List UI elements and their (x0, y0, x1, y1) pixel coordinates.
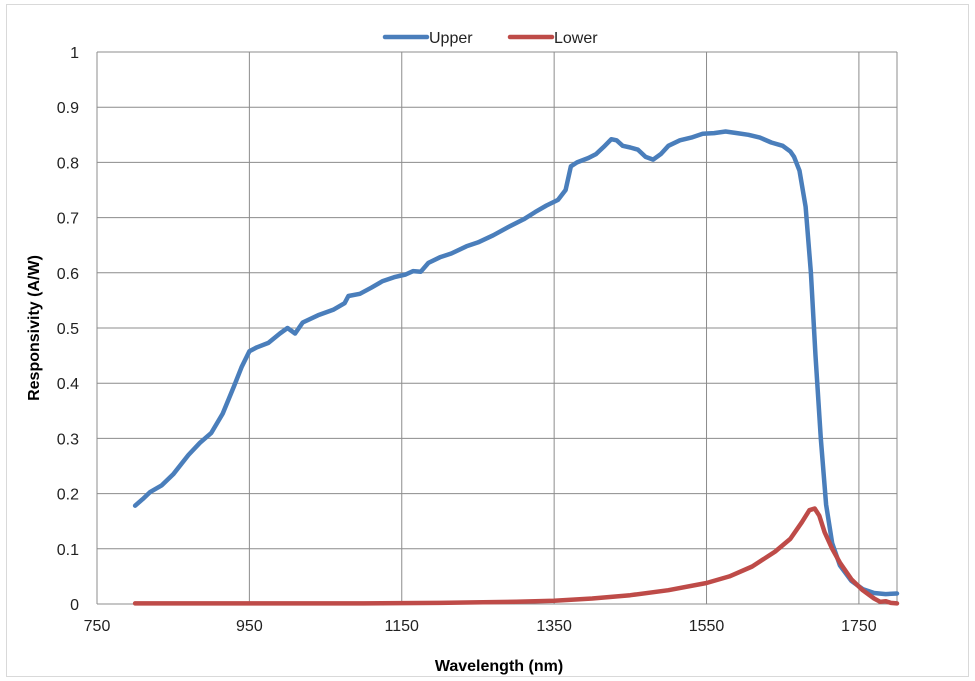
x-tick-label: 1550 (689, 618, 725, 635)
x-axis-title: Wavelength (nm) (435, 658, 563, 675)
x-tick-label: 1750 (841, 618, 877, 635)
y-tick-label: 0.6 (57, 266, 79, 283)
x-tick-label: 750 (84, 618, 111, 635)
y-tick-label: 0.4 (57, 376, 79, 393)
y-tick-label: 0.1 (57, 542, 79, 559)
y-tick-label: 0.2 (57, 487, 79, 504)
y-tick-label: 0 (70, 597, 79, 614)
y-tick-label: 0.9 (57, 100, 79, 117)
x-tick-label: 950 (236, 618, 263, 635)
chart-frame (6, 4, 969, 677)
series-line-lower (132, 506, 900, 606)
y-tick-label: 0.8 (57, 155, 79, 172)
y-tick-label: 0.3 (57, 431, 79, 448)
series-lines (132, 129, 900, 606)
y-axis-title: Responsivity (A/W) (26, 255, 43, 401)
x-tick-label: 1150 (385, 618, 420, 635)
series-line-upper (132, 129, 900, 597)
x-tick-labels: 750 950 1150 1350 1550 1750 (84, 618, 877, 635)
y-tick-label: 1 (70, 45, 79, 62)
legend: Upper Lower (382, 30, 598, 47)
y-tick-labels: 0 0.1 0.2 0.3 0.4 0.5 0.6 0.7 0.8 0.9 1 (57, 45, 79, 614)
grid-lines (96, 51, 898, 605)
x-tick-label: 1350 (536, 618, 572, 635)
legend-label-lower: Lower (554, 30, 598, 47)
y-tick-label: 0.5 (57, 321, 79, 338)
legend-label-upper: Upper (429, 30, 473, 47)
y-tick-label: 0.7 (57, 211, 79, 228)
